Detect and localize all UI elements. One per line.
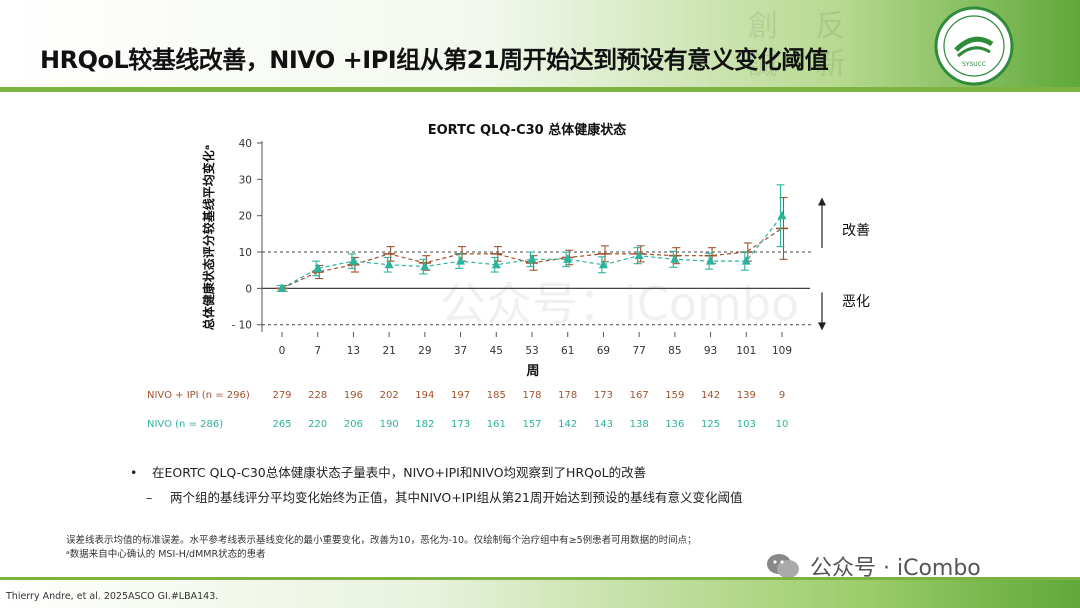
slide-header: HRQoL较基线改善，NIVO +IPI组从第21周开始达到预设有意义变化阈值 … xyxy=(0,0,1080,92)
footnote-line-1: 误差线表示均值的标准误差。水平参考线表示基线变化的最小重要变化，改善为10，恶化… xyxy=(66,535,697,546)
risk-table-cell: 143 xyxy=(594,419,613,430)
risk-table-cell: 157 xyxy=(522,419,541,430)
risk-table-series-name: NIVO + IPI (n = 296) xyxy=(147,390,250,401)
data-point-triangle xyxy=(420,261,430,271)
y-tick-label: 10 xyxy=(239,247,252,259)
risk-table-cell: 138 xyxy=(630,419,649,430)
bullet-main-text: 在EORTC QLQ-C30总体健康状态子量表中，NIVO+IPI和NIVO均观… xyxy=(152,465,647,480)
risk-table-cell: 125 xyxy=(701,419,720,430)
risk-table-series-name: NIVO (n = 286) xyxy=(147,419,223,430)
risk-table-cell: 197 xyxy=(451,390,470,401)
improve-arrow-head xyxy=(818,197,826,206)
risk-table-cell: 142 xyxy=(558,419,577,430)
footnote-line-2: ᵃ数据来自中心确认的 MSI-H/dMMR状态的患者 xyxy=(66,549,266,560)
risk-table-cell: 206 xyxy=(344,419,363,430)
risk-table-cell: 178 xyxy=(558,390,577,401)
y-tick-label: 0 xyxy=(245,283,252,295)
risk-table-cell: 265 xyxy=(272,419,291,430)
wechat-badge: 公众号 · iCombo xyxy=(766,550,981,582)
improve-label: 改善 xyxy=(842,223,870,239)
footnote: 误差线表示均值的标准误差。水平参考线表示基线变化的最小重要变化，改善为10，恶化… xyxy=(66,534,697,562)
x-tick-label: 101 xyxy=(736,345,756,357)
x-tick-label: 37 xyxy=(454,345,467,357)
risk-table-cell: 178 xyxy=(522,390,541,401)
x-tick-label: 61 xyxy=(561,345,574,357)
risk-table-cell: 136 xyxy=(665,419,684,430)
risk-table-cell: 228 xyxy=(308,390,327,401)
x-tick-label: 21 xyxy=(382,345,395,357)
risk-table-cell: 196 xyxy=(344,390,363,401)
y-axis-label: 总体健康状态评分较基线平均变化ᵃ xyxy=(201,145,216,331)
deteriorate-arrow-head xyxy=(818,322,826,331)
bullet-dot: • xyxy=(130,465,138,480)
y-tick-label: 20 xyxy=(239,211,252,223)
data-point-triangle xyxy=(384,259,394,269)
risk-table-cell: 103 xyxy=(737,419,756,430)
footer-bar: Thierry Andre, et al. 2025ASCO GI.#LBA14… xyxy=(0,577,1080,608)
data-point-triangle xyxy=(741,256,751,265)
risk-table-cell: 190 xyxy=(380,419,399,430)
deteriorate-label: 恶化 xyxy=(842,294,870,310)
y-tick-label: - 10 xyxy=(232,320,253,332)
risk-table-cell: 182 xyxy=(415,419,434,430)
chart: EORTC QLQ-C30 总体健康状态 - 10 0 10 20 30 40 0 7 13 21 2… xyxy=(147,122,870,430)
risk-table-cell: 202 xyxy=(380,390,399,401)
data-point-triangle xyxy=(527,254,537,263)
data-point-triangle xyxy=(277,283,287,292)
bullet-main: • 在EORTC QLQ-C30总体健康状态子量表中，NIVO+IPI和NIVO均… xyxy=(130,462,646,481)
risk-table-cell: 159 xyxy=(665,390,684,401)
x-tick-label: 85 xyxy=(668,345,681,357)
risk-table-cell: 167 xyxy=(630,390,649,401)
y-tick-label: 40 xyxy=(239,138,252,150)
data-point-triangle xyxy=(634,250,644,260)
data-point-triangle xyxy=(348,256,358,265)
wechat-text: 公众号 · iCombo xyxy=(810,556,981,581)
risk-table-cell: 185 xyxy=(487,390,506,401)
data-point-triangle xyxy=(598,259,608,269)
data-point-triangle xyxy=(777,210,787,220)
y-tick-label: 30 xyxy=(239,174,252,186)
data-point-triangle xyxy=(563,254,573,263)
bullet-dash: – xyxy=(146,490,153,505)
x-tick-label: 77 xyxy=(632,345,645,357)
data-point-triangle xyxy=(313,263,323,272)
calligraphy-watermark: 創 反 誠 新 xyxy=(748,9,860,82)
risk-table-cell: 161 xyxy=(487,419,506,430)
data-point-triangle xyxy=(670,254,680,263)
watermark-text: 公众号：iCombo xyxy=(440,277,800,331)
x-tick-label: 69 xyxy=(597,345,610,357)
slide-title: HRQoL较基线改善，NIVO +IPI组从第21周开始达到预设有意义变化阈值 xyxy=(40,46,829,74)
risk-table-cell: 194 xyxy=(415,390,434,401)
risk-table-cell: 173 xyxy=(594,390,613,401)
data-point-triangle xyxy=(706,256,716,265)
bullet-sub: – 两个组的基线评分平均变化始终为正值，其中NIVO+IPI组从第21周开始达到预… xyxy=(146,487,743,506)
x-tick-label: 7 xyxy=(314,345,321,357)
risk-table-cell: 220 xyxy=(308,419,327,430)
risk-table-cell: 10 xyxy=(776,419,789,430)
risk-table-cell: 173 xyxy=(451,419,470,430)
x-tick-label: 0 xyxy=(279,345,286,357)
x-tick-label: 93 xyxy=(704,345,717,357)
x-tick-label: 45 xyxy=(490,345,503,357)
x-tick-label: 13 xyxy=(347,345,360,357)
logo-abbr: SYSUCC xyxy=(962,61,986,68)
x-tick-label: 109 xyxy=(772,345,792,357)
bullet-sub-text: 两个组的基线评分平均变化始终为正值，其中NIVO+IPI组从第21周开始达到预设… xyxy=(170,490,743,505)
university-logo: SYSUCC xyxy=(934,6,1014,86)
risk-table-cell: 142 xyxy=(701,390,720,401)
chart-title: EORTC QLQ-C30 总体健康状态 xyxy=(428,122,626,138)
citation: Thierry Andre, et al. 2025ASCO GI.#LBA14… xyxy=(6,591,219,602)
risk-table-cell: 279 xyxy=(272,390,291,401)
wechat-icon xyxy=(767,554,799,578)
data-point-triangle xyxy=(456,256,466,265)
x-tick-label: 29 xyxy=(418,345,431,357)
x-axis-label: 周 xyxy=(526,364,539,379)
data-point-triangle xyxy=(491,259,501,269)
risk-table-cell: 139 xyxy=(737,390,756,401)
x-tick-label: 53 xyxy=(525,345,538,357)
risk-table-cell: 9 xyxy=(779,390,785,401)
